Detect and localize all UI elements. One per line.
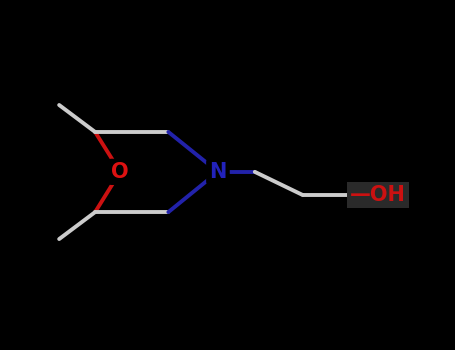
Text: O: O xyxy=(111,162,129,182)
Text: —OH: —OH xyxy=(350,185,406,205)
Text: N: N xyxy=(209,162,227,182)
